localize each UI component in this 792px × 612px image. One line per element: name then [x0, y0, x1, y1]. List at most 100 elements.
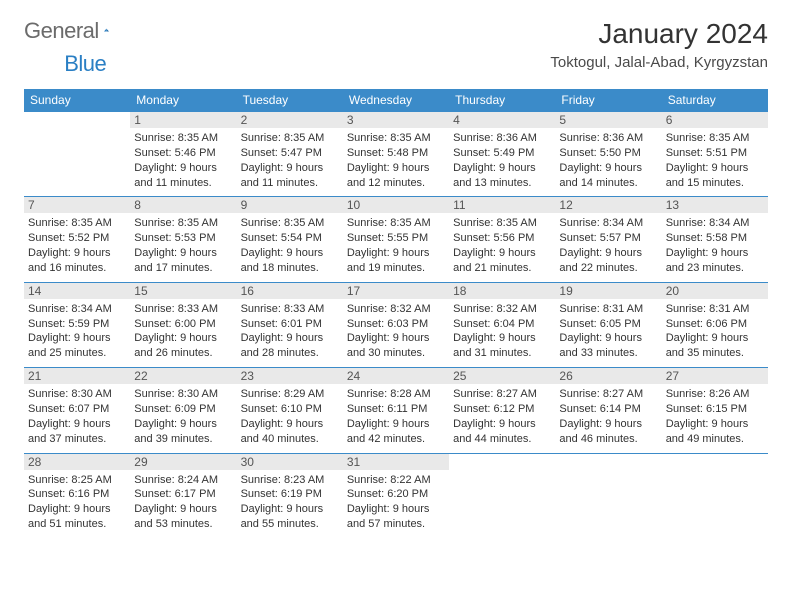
- day-info-line: and 13 minutes.: [453, 176, 551, 191]
- day-info: Sunrise: 8:35 AMSunset: 5:48 PMDaylight:…: [347, 131, 445, 190]
- day-info-line: and 26 minutes.: [134, 346, 232, 361]
- day-info: Sunrise: 8:35 AMSunset: 5:51 PMDaylight:…: [666, 131, 764, 190]
- day-info-line: Sunrise: 8:23 AM: [241, 473, 339, 488]
- day-info-line: Sunset: 5:50 PM: [559, 146, 657, 161]
- day-info-line: Daylight: 9 hours: [453, 246, 551, 261]
- day-number: 29: [130, 454, 236, 470]
- day-number: 26: [555, 368, 661, 384]
- day-info-line: and 25 minutes.: [28, 346, 126, 361]
- weekday-header: Tuesday: [237, 89, 343, 112]
- day-info-line: Daylight: 9 hours: [134, 417, 232, 432]
- day-number: 10: [343, 197, 449, 213]
- day-info-line: and 55 minutes.: [241, 517, 339, 532]
- day-info: Sunrise: 8:29 AMSunset: 6:10 PMDaylight:…: [241, 387, 339, 446]
- day-info-line: Sunrise: 8:35 AM: [134, 216, 232, 231]
- day-info-line: Sunrise: 8:22 AM: [347, 473, 445, 488]
- day-number: 14: [24, 283, 130, 299]
- day-number: 22: [130, 368, 236, 384]
- day-info-line: Sunset: 6:15 PM: [666, 402, 764, 417]
- day-info-line: Sunrise: 8:32 AM: [347, 302, 445, 317]
- weekday-header: Sunday: [24, 89, 130, 112]
- day-number: 2: [237, 112, 343, 128]
- day-info-line: Sunrise: 8:35 AM: [241, 131, 339, 146]
- calendar-table: Sunday Monday Tuesday Wednesday Thursday…: [24, 89, 768, 538]
- day-info-line: Sunset: 5:51 PM: [666, 146, 764, 161]
- day-info-line: and 12 minutes.: [347, 176, 445, 191]
- day-info-line: Sunset: 6:00 PM: [134, 317, 232, 332]
- day-info-line: Sunset: 5:46 PM: [134, 146, 232, 161]
- day-info-line: Daylight: 9 hours: [666, 417, 764, 432]
- day-info-line: Sunset: 5:48 PM: [347, 146, 445, 161]
- calendar-cell: [449, 453, 555, 538]
- day-info-line: Daylight: 9 hours: [666, 331, 764, 346]
- calendar-cell: 2 Sunrise: 8:35 AMSunset: 5:47 PMDaylight…: [237, 112, 343, 197]
- calendar-cell: 15Sunrise: 8:33 AMSunset: 6:00 PMDayligh…: [130, 282, 236, 367]
- day-info: Sunrise: 8:25 AMSunset: 6:16 PMDaylight:…: [28, 473, 126, 532]
- day-info-line: Sunrise: 8:34 AM: [666, 216, 764, 231]
- calendar-week-row: 14 Sunrise: 8:34 AMSunset: 5:59 PMDayligh…: [24, 282, 768, 367]
- day-info-line: Sunrise: 8:32 AM: [453, 302, 551, 317]
- day-info-line: Daylight: 9 hours: [347, 161, 445, 176]
- day-info: Sunrise: 8:34 AMSunset: 5:58 PMDaylight:…: [666, 216, 764, 275]
- calendar-cell: 17Sunrise: 8:32 AMSunset: 6:03 PMDayligh…: [343, 282, 449, 367]
- calendar-cell: [555, 453, 661, 538]
- day-info-line: Daylight: 9 hours: [347, 417, 445, 432]
- month-title: January 2024: [550, 18, 768, 50]
- day-info-line: Sunset: 6:19 PM: [241, 487, 339, 502]
- day-info: Sunrise: 8:22 AMSunset: 6:20 PMDaylight:…: [347, 473, 445, 532]
- day-info-line: Sunrise: 8:33 AM: [134, 302, 232, 317]
- day-info: Sunrise: 8:35 AMSunset: 5:52 PMDaylight:…: [28, 216, 126, 275]
- day-info-line: Daylight: 9 hours: [666, 246, 764, 261]
- day-info-line: Sunset: 6:16 PM: [28, 487, 126, 502]
- day-number: 6: [662, 112, 768, 128]
- day-info-line: Daylight: 9 hours: [241, 502, 339, 517]
- day-info: Sunrise: 8:23 AMSunset: 6:19 PMDaylight:…: [241, 473, 339, 532]
- day-info: Sunrise: 8:24 AMSunset: 6:17 PMDaylight:…: [134, 473, 232, 532]
- day-info-line: Daylight: 9 hours: [28, 246, 126, 261]
- day-info-line: Sunrise: 8:36 AM: [453, 131, 551, 146]
- day-info: Sunrise: 8:33 AMSunset: 6:01 PMDaylight:…: [241, 302, 339, 361]
- day-number: 25: [449, 368, 555, 384]
- day-info-line: Sunset: 6:05 PM: [559, 317, 657, 332]
- day-info-line: Daylight: 9 hours: [241, 161, 339, 176]
- day-info-line: Sunset: 6:10 PM: [241, 402, 339, 417]
- day-info-line: Sunrise: 8:35 AM: [241, 216, 339, 231]
- calendar-cell: 5Sunrise: 8:36 AMSunset: 5:50 PMDaylight…: [555, 112, 661, 197]
- day-info-line: and 53 minutes.: [134, 517, 232, 532]
- day-info-line: and 16 minutes.: [28, 261, 126, 276]
- day-info-line: Daylight: 9 hours: [559, 331, 657, 346]
- day-info-line: Sunrise: 8:35 AM: [347, 216, 445, 231]
- calendar-header-row: Sunday Monday Tuesday Wednesday Thursday…: [24, 89, 768, 112]
- day-info: Sunrise: 8:32 AMSunset: 6:03 PMDaylight:…: [347, 302, 445, 361]
- calendar-cell: 1Sunrise: 8:35 AMSunset: 5:46 PMDaylight…: [130, 112, 236, 197]
- day-number: 31: [343, 454, 449, 470]
- calendar-page: General January 2024 Toktogul, Jalal-Aba…: [0, 0, 792, 556]
- day-number: 20: [662, 283, 768, 299]
- day-info-line: Daylight: 9 hours: [134, 502, 232, 517]
- calendar-cell: 26 Sunrise: 8:27 AMSunset: 6:14 PMDayligh…: [555, 368, 661, 453]
- day-info-line: and 51 minutes.: [28, 517, 126, 532]
- day-info-line: Sunset: 5:53 PM: [134, 231, 232, 246]
- day-info-line: Daylight: 9 hours: [28, 502, 126, 517]
- day-info-line: Sunrise: 8:33 AM: [241, 302, 339, 317]
- day-info-line: Daylight: 9 hours: [28, 417, 126, 432]
- day-info-line: Sunset: 5:56 PM: [453, 231, 551, 246]
- day-info: Sunrise: 8:27 AMSunset: 6:14 PMDaylight:…: [559, 387, 657, 446]
- calendar-body: 1Sunrise: 8:35 AMSunset: 5:46 PMDaylight…: [24, 112, 768, 538]
- day-number: 16: [237, 283, 343, 299]
- day-info: Sunrise: 8:34 AMSunset: 5:59 PMDaylight:…: [28, 302, 126, 361]
- day-number: 11: [449, 197, 555, 213]
- day-info: Sunrise: 8:33 AMSunset: 6:00 PMDaylight:…: [134, 302, 232, 361]
- day-info: Sunrise: 8:32 AMSunset: 6:04 PMDaylight:…: [453, 302, 551, 361]
- day-info-line: Sunset: 5:47 PM: [241, 146, 339, 161]
- day-info-line: Sunset: 6:09 PM: [134, 402, 232, 417]
- calendar-cell: 9Sunrise: 8:35 AMSunset: 5:54 PMDaylight…: [237, 197, 343, 282]
- weekday-header: Monday: [130, 89, 236, 112]
- calendar-cell: [662, 453, 768, 538]
- day-info: Sunrise: 8:35 AMSunset: 5:54 PMDaylight:…: [241, 216, 339, 275]
- calendar-cell: 30Sunrise: 8:23 AMSunset: 6:19 PMDayligh…: [237, 453, 343, 538]
- day-info-line: and 17 minutes.: [134, 261, 232, 276]
- day-info-line: Sunset: 5:55 PM: [347, 231, 445, 246]
- day-info-line: and 49 minutes.: [666, 432, 764, 447]
- day-info-line: Sunset: 5:49 PM: [453, 146, 551, 161]
